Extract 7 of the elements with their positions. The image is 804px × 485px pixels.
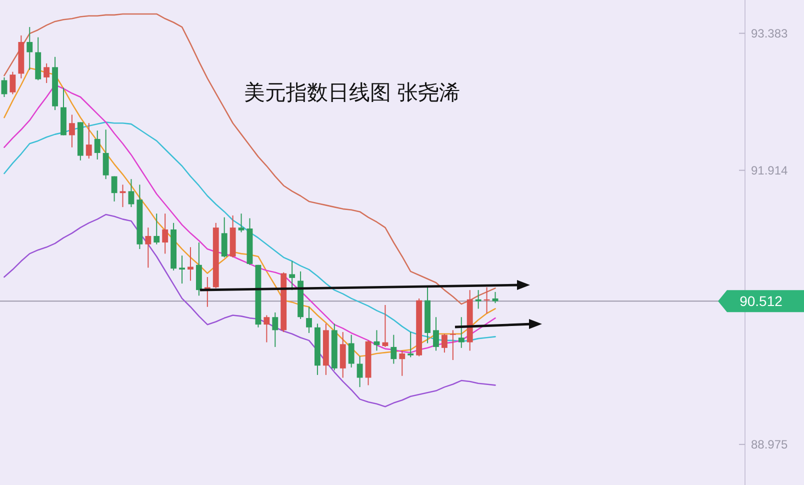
line-series (4, 13, 496, 305)
ref-line-label: 90.512 (740, 293, 783, 310)
y-tick-label: 88.975 (751, 437, 788, 452)
y-tick-label: 93.383 (751, 26, 788, 40)
line-series (4, 214, 496, 408)
text: 美元指数日线图 张尧浠 (244, 82, 460, 104)
y-tick-label: 91.914 (751, 163, 788, 178)
